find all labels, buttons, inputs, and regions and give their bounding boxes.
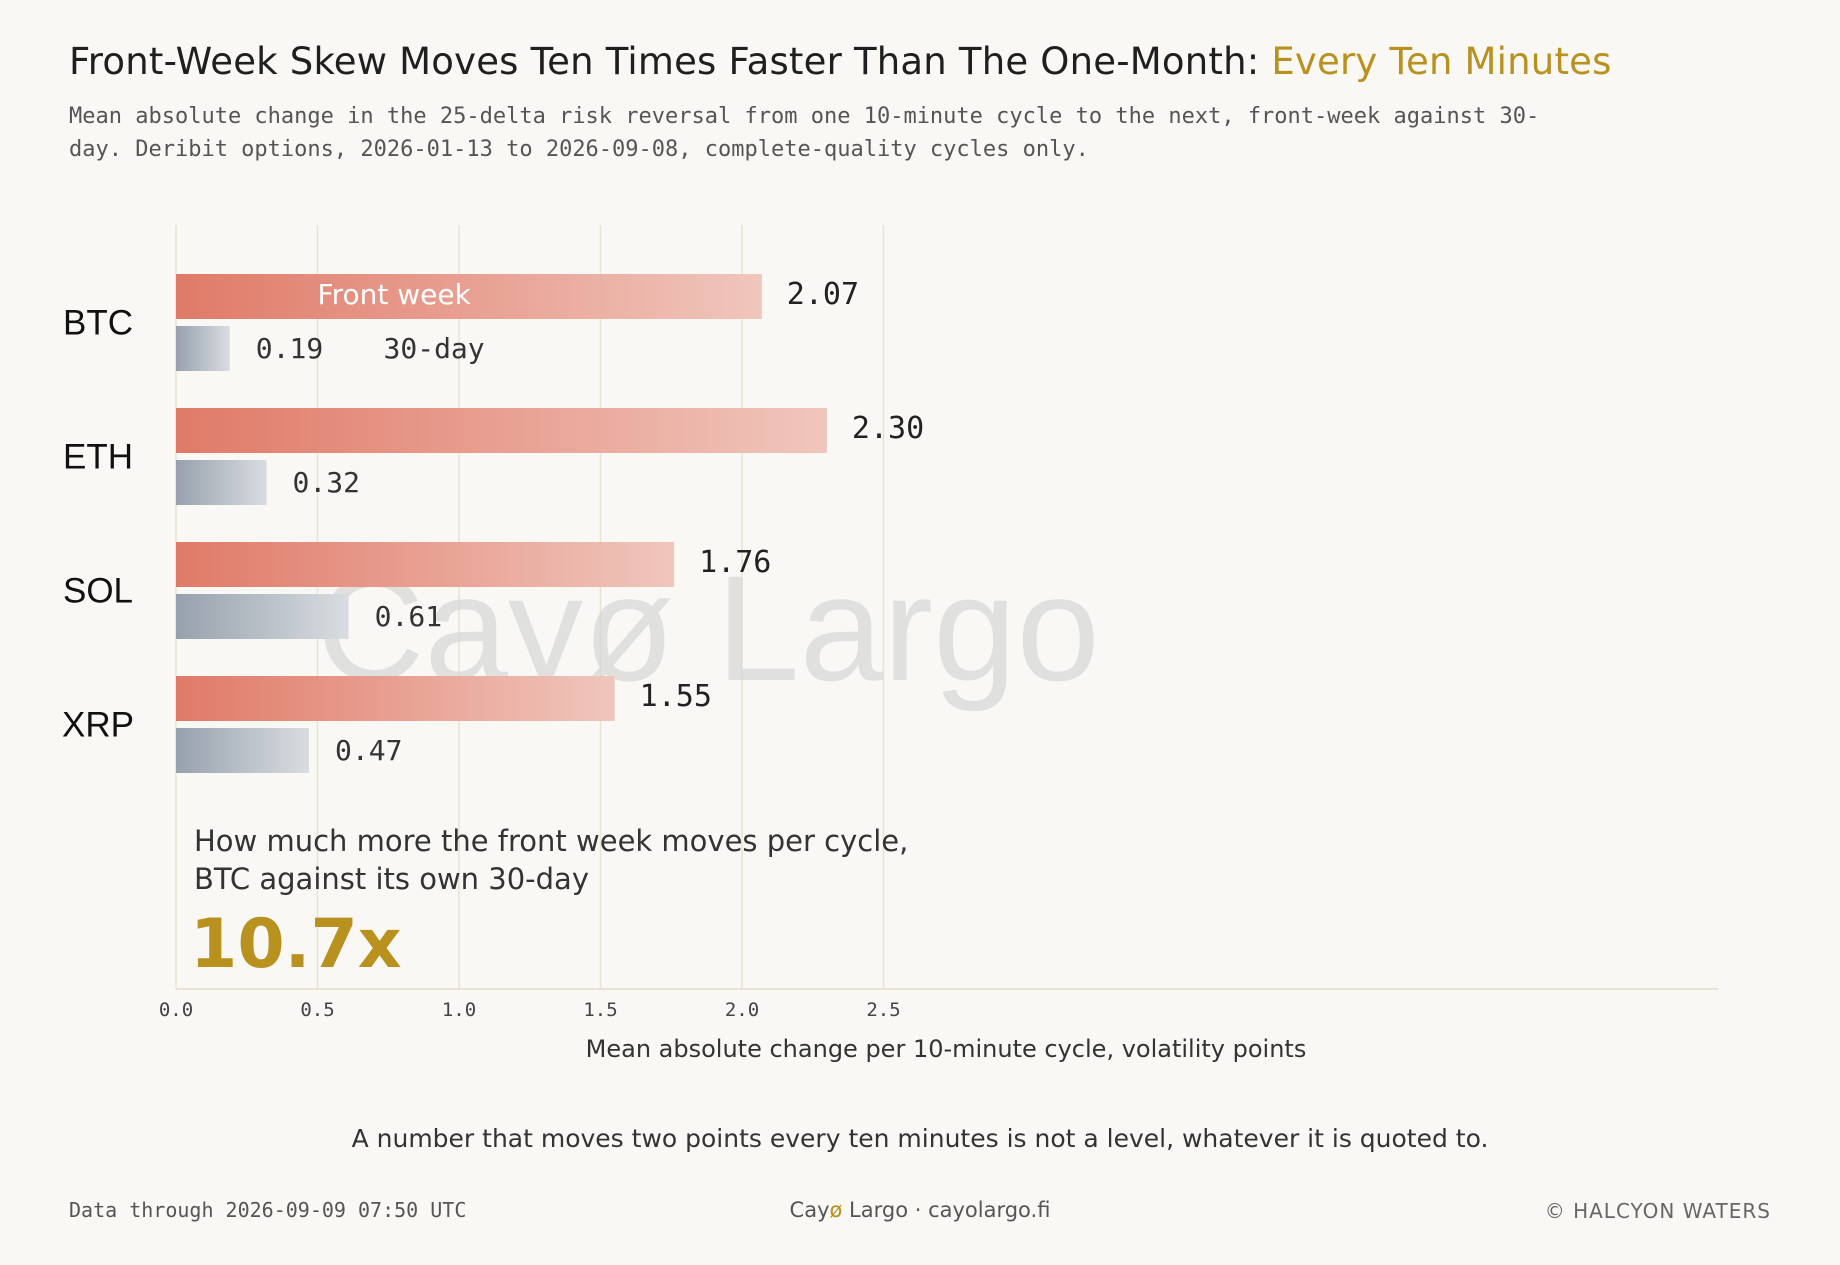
chart-title-main: Front-Week Skew Moves Ten Times Faster T…: [69, 40, 1272, 83]
x-axis: 0.0 0.5 1.0 1.5 2.0 2.5: [159, 988, 1718, 1021]
x-tick-label: 0.0: [159, 999, 193, 1021]
chart-subtitle: Mean absolute change in the 25-delta ris…: [69, 104, 1540, 162]
bar-thirty-day: [176, 594, 349, 639]
footer-copyright: © HALCYON WATERS: [1544, 1199, 1771, 1223]
footer-brand-suffix: Largo · cayolargo.fi: [842, 1198, 1051, 1222]
bar-front-week: [176, 542, 675, 587]
category-label: XRP: [62, 706, 134, 745]
value-label-front-week: 1.55: [640, 679, 712, 714]
value-label-front-week: 2.30: [852, 411, 924, 446]
x-tick-label: 0.5: [300, 999, 334, 1021]
x-tick-label: 2.0: [725, 999, 759, 1021]
legend-label-front-week: Front week: [318, 278, 472, 311]
bar-front-week: [176, 274, 762, 319]
value-label-thirty-day: 0.19: [256, 332, 323, 365]
bar-thirty-day: [176, 460, 267, 505]
callout-line-1: How much more the front week moves per c…: [194, 824, 908, 858]
callout-line-2: BTC against its own 30-day: [194, 862, 589, 896]
value-label-front-week: 1.76: [699, 545, 771, 580]
x-tick-label: 1.0: [442, 999, 476, 1021]
chart-title-accent: Every Ten Minutes: [1271, 40, 1612, 83]
category-label: ETH: [63, 438, 133, 477]
labels: BTC 2.07 0.19 Front week 30-day ETH 2.30 0.32 SO…: [62, 277, 924, 767]
bar-thirty-day: [176, 728, 310, 773]
bars: [176, 274, 827, 773]
footer-data-through: Data through 2026-09-09 07:50 UTC: [69, 1198, 467, 1222]
category-label: BTC: [63, 304, 133, 343]
chart-title: Front-Week Skew Moves Ten Times Faster T…: [69, 40, 1612, 83]
footer-note: A number that moves two points every ten…: [351, 1124, 1489, 1153]
footer-brand: Cayø Largo · cayolargo.fi: [0, 1198, 1840, 1222]
callout-value: 10.7x: [190, 905, 402, 984]
x-tick-label: 1.5: [583, 999, 617, 1021]
callout: How much more the front week moves per c…: [190, 824, 908, 984]
bar-thirty-day: [176, 326, 230, 371]
x-tick-label: 2.5: [866, 999, 900, 1021]
footer-brand-prefix: Cay: [789, 1198, 830, 1222]
value-label-front-week: 2.07: [787, 277, 859, 312]
bar-front-week: [176, 408, 827, 453]
bar-front-week: [176, 676, 615, 721]
category-label: SOL: [63, 572, 133, 611]
value-label-thirty-day: 0.47: [335, 734, 402, 767]
x-axis-label: Mean absolute change per 10-minute cycle…: [586, 1035, 1307, 1063]
footer-brand-o: ø: [829, 1198, 843, 1222]
value-label-thirty-day: 0.32: [293, 466, 360, 499]
value-label-thirty-day: 0.61: [375, 600, 442, 633]
legend-label-thirty-day: 30-day: [384, 332, 485, 365]
